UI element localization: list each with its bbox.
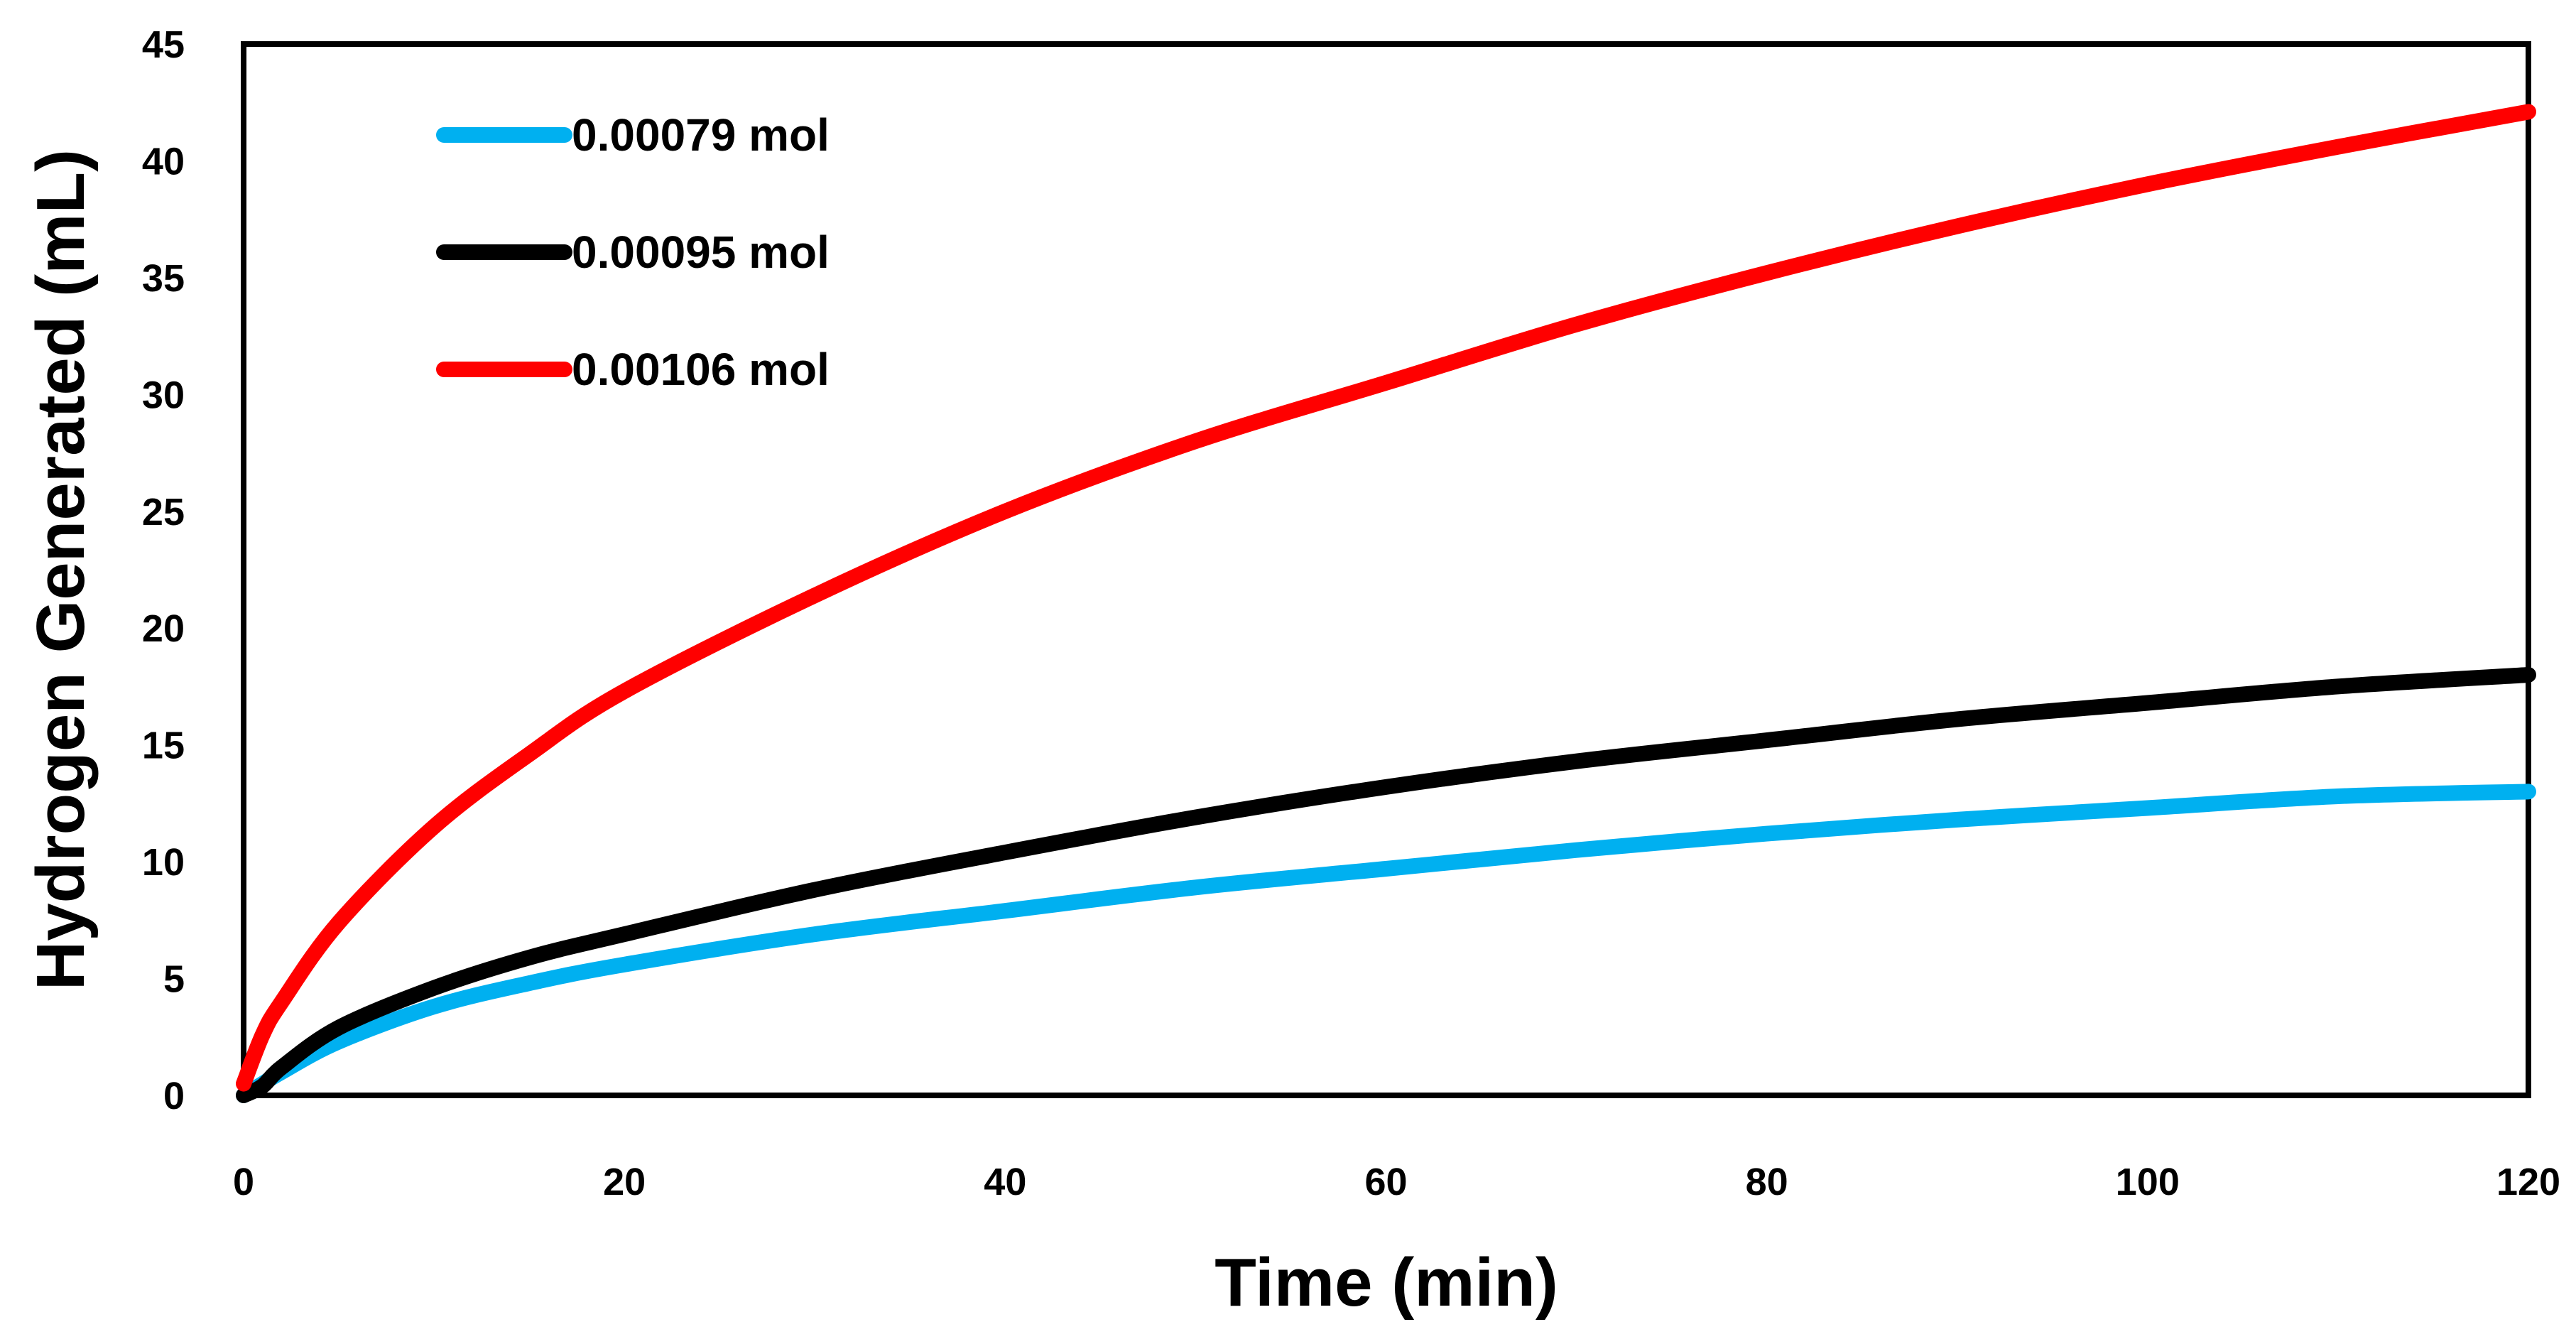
x-tick-label: 100 bbox=[2116, 1161, 2180, 1203]
legend-label-1: 0.00079 mol bbox=[572, 109, 830, 161]
y-tick-label: 20 bbox=[142, 607, 185, 650]
y-tick-label: 10 bbox=[142, 841, 185, 884]
y-axis-title: Hydrogen Generated (mL) bbox=[23, 149, 99, 990]
x-tick-label: 0 bbox=[233, 1161, 254, 1203]
y-tick-label: 25 bbox=[142, 491, 185, 533]
legend-label-2: 0.00095 mol bbox=[572, 227, 830, 278]
y-tick-label: 5 bbox=[163, 958, 185, 1001]
y-tick-label: 45 bbox=[142, 23, 185, 66]
x-tick-label: 20 bbox=[603, 1161, 646, 1203]
series-line-2 bbox=[236, 667, 2536, 1103]
legend: 0.00079 mol 0.00095 mol 0.00106 mol bbox=[436, 109, 830, 395]
series-line-3 bbox=[236, 104, 2536, 1092]
y-tick-label: 35 bbox=[142, 257, 185, 300]
y-tick-label: 15 bbox=[142, 725, 185, 767]
y-tick-label: 30 bbox=[142, 374, 185, 416]
series-line-1 bbox=[236, 784, 2536, 1103]
y-axis-ticks: 0 5 10 15 20 25 30 35 40 45 bbox=[142, 23, 185, 1117]
y-tick-label: 40 bbox=[142, 140, 185, 183]
x-tick-label: 60 bbox=[1364, 1161, 1407, 1203]
x-tick-label: 80 bbox=[1746, 1161, 1788, 1203]
x-axis-title: Time (min) bbox=[1214, 1245, 1558, 1321]
plot-area bbox=[241, 41, 2531, 1098]
x-axis-ticks: 0 20 40 60 80 100 120 bbox=[233, 1161, 2560, 1203]
y-tick-label: 0 bbox=[163, 1075, 185, 1117]
x-tick-label: 40 bbox=[984, 1161, 1026, 1203]
legend-label-3: 0.00106 mol bbox=[572, 344, 830, 395]
x-tick-label: 120 bbox=[2496, 1161, 2560, 1203]
series-lines bbox=[236, 104, 2536, 1103]
